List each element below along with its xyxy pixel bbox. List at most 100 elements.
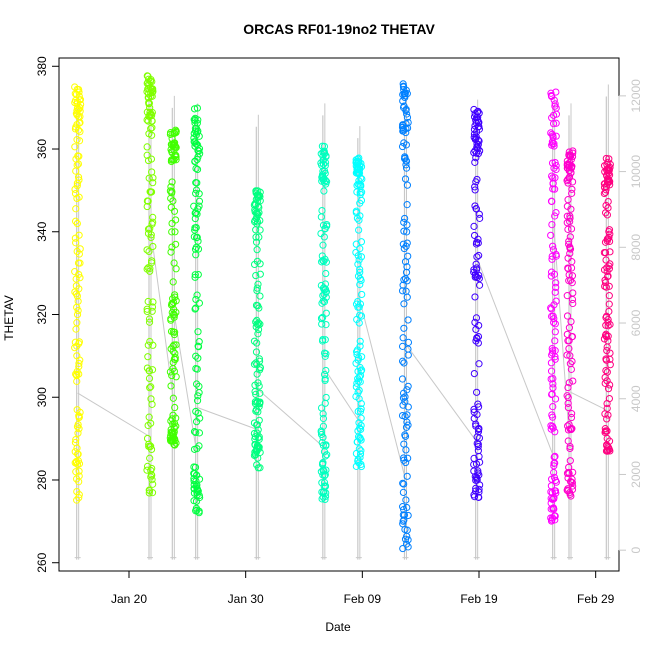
data-point: [563, 164, 572, 172]
data-point: [147, 471, 156, 479]
data-point: [474, 123, 482, 131]
data-point: [475, 488, 483, 496]
data-point: [602, 201, 610, 210]
data-point: [606, 320, 614, 329]
data-point: [145, 247, 153, 256]
data-point: [148, 257, 156, 265]
data-point: [167, 183, 175, 191]
data-point: [143, 108, 151, 116]
flight-connector: [149, 224, 174, 400]
data-point: [172, 216, 180, 224]
data-point: [399, 104, 408, 112]
data-point: [566, 233, 574, 241]
data-point: [474, 403, 483, 411]
data-point: [567, 365, 575, 373]
x-tick-label: Jan 30: [228, 592, 264, 606]
data-point: [145, 100, 153, 108]
data-point: [563, 212, 571, 220]
data-point: [71, 185, 79, 193]
data-point: [145, 130, 153, 138]
data-point: [71, 217, 80, 225]
data-point: [322, 366, 330, 375]
data-point: [354, 168, 362, 176]
data-point: [192, 189, 200, 198]
data-point: [605, 282, 613, 290]
data-point: [191, 271, 199, 279]
data-point: [148, 168, 156, 176]
data-point: [357, 414, 365, 422]
data-point: [192, 223, 200, 232]
x-tick-label: Feb 19: [460, 592, 498, 606]
data-point: [601, 238, 610, 246]
data-point: [322, 393, 330, 402]
data-point: [72, 275, 80, 283]
data-point: [353, 188, 361, 196]
data-point: [252, 233, 260, 241]
data-point: [476, 214, 484, 222]
data-point: [475, 210, 483, 218]
data-point: [398, 375, 407, 383]
data-point: [255, 416, 263, 424]
data-point: [606, 361, 614, 369]
data-point: [166, 368, 175, 376]
data-point: [319, 313, 327, 321]
data-point: [605, 226, 614, 234]
data-point: [169, 394, 177, 402]
data-point: [169, 141, 177, 149]
data-point: [318, 479, 326, 487]
data-point: [564, 487, 572, 495]
data-point: [321, 399, 329, 407]
data-point: [192, 124, 200, 132]
data-point: [403, 386, 411, 394]
data-point: [195, 442, 203, 450]
data-point: [548, 92, 556, 101]
data-point: [474, 493, 483, 501]
data-point: [548, 159, 557, 167]
data-point: [193, 491, 201, 499]
data-point: [568, 178, 577, 186]
data-points: [71, 72, 614, 553]
data-point: [318, 460, 327, 469]
data-point: [168, 228, 176, 236]
data-point: [191, 305, 199, 313]
flight-connector: [77, 392, 151, 438]
data-point: [600, 183, 609, 192]
data-point: [548, 514, 557, 522]
data-point: [550, 473, 559, 481]
plot-box: [58, 57, 620, 572]
data-point: [75, 231, 83, 239]
data-point: [566, 152, 575, 160]
data-point: [402, 458, 410, 467]
data-point: [144, 117, 152, 125]
data-point: [321, 452, 330, 460]
data-point: [565, 420, 573, 429]
data-point: [400, 324, 408, 332]
data-point: [354, 303, 362, 311]
data-point: [604, 332, 612, 340]
data-point: [73, 406, 81, 414]
data-point: [563, 312, 572, 320]
data-point: [317, 314, 326, 322]
data-point: [398, 287, 407, 295]
data-point: [193, 104, 201, 112]
data-point: [400, 440, 408, 448]
data-point: [356, 371, 365, 380]
data-point: [563, 392, 571, 400]
data-point: [253, 339, 261, 347]
data-point: [191, 114, 199, 122]
data-point: [321, 471, 329, 479]
data-point: [143, 197, 151, 205]
data-point: [195, 382, 203, 390]
data-point: [601, 209, 610, 217]
data-point: [549, 312, 557, 320]
data-point: [194, 146, 202, 155]
data-point: [552, 132, 560, 140]
data-point: [547, 505, 555, 513]
data-point: [191, 157, 199, 165]
data-point: [145, 374, 154, 382]
data-point: [195, 475, 204, 483]
data-point: [149, 480, 157, 488]
data-point: [568, 479, 576, 487]
data-point: [606, 178, 614, 186]
